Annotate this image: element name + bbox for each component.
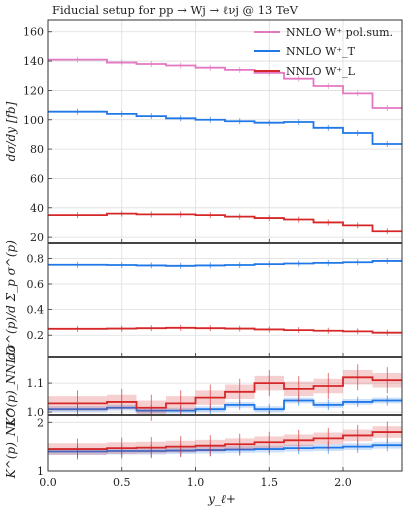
chart-title: Fiducial setup for pp → Wj → ℓνj @ 13 Te…	[52, 3, 299, 17]
ytick-label-ratio-1: 0.4	[27, 304, 45, 317]
ytick-label-main-5: 120	[23, 84, 44, 97]
ytick-label-main-4: 100	[23, 114, 44, 127]
xtick-label-1: 0.5	[113, 476, 131, 489]
panel-knnlo: 1.0 1.1 K^(p)_NNLO	[4, 345, 403, 427]
legend: NNLO W⁺ pol.sum. NNLO W⁺_T NNLO W⁺_L	[254, 26, 393, 78]
ytick-label-main-2: 60	[30, 172, 44, 185]
legend-label-L: NNLO W⁺_L	[286, 65, 356, 78]
y-axis-label-ratio: dσ^(p)/d Σ_p σ^(p)	[4, 240, 18, 360]
y-axis-label-main: dσ/dy [fb]	[4, 101, 18, 161]
ytick-label-main-7: 160	[23, 26, 44, 39]
ytick-label-knlo-1: 2	[37, 416, 44, 429]
xtick-label-3: 1.5	[261, 476, 279, 489]
ytick-label-knnlo-1: 1.1	[27, 377, 45, 390]
ytick-label-knnlo-0: 1.0	[27, 406, 45, 419]
ytick-label-ratio-3: 0.8	[27, 252, 45, 265]
series-knnlo-T	[48, 399, 402, 412]
ytick-label-main-3: 80	[30, 143, 44, 156]
panel-main: 20 40 60 80 100 120 140 160 dσ/dy [fb]	[4, 19, 403, 244]
y-axis-label-knnlo: K^(p)_NNLO	[4, 345, 18, 427]
ytick-label-main-6: 140	[23, 55, 44, 68]
ytick-label-main-0: 20	[30, 231, 44, 244]
ytick-label-ratio-2: 0.6	[27, 278, 45, 291]
series-knlo-T	[48, 444, 402, 453]
ytick-label-main-1: 40	[30, 202, 44, 215]
ytick-label-ratio-0: 0.2	[27, 329, 45, 342]
x-axis-label: y_ℓ+	[207, 492, 236, 506]
series-main-L	[48, 212, 402, 233]
legend-label-pol: NNLO W⁺ pol.sum.	[286, 26, 393, 39]
panel-ratio: 0.2 0.4 0.6 0.8 dσ^(p)/d Σ_p σ^(p)	[4, 240, 403, 360]
xtick-label-0: 0.0	[39, 476, 57, 489]
legend-label-T: NNLO W⁺_T	[286, 45, 356, 58]
ytick-label-knlo-0: 1	[37, 465, 44, 478]
xtick-label-4: 2.0	[334, 476, 352, 489]
y-axis-label-knlo: K^(p)_NLO	[4, 408, 18, 480]
xtick-label-2: 1.0	[187, 476, 205, 489]
